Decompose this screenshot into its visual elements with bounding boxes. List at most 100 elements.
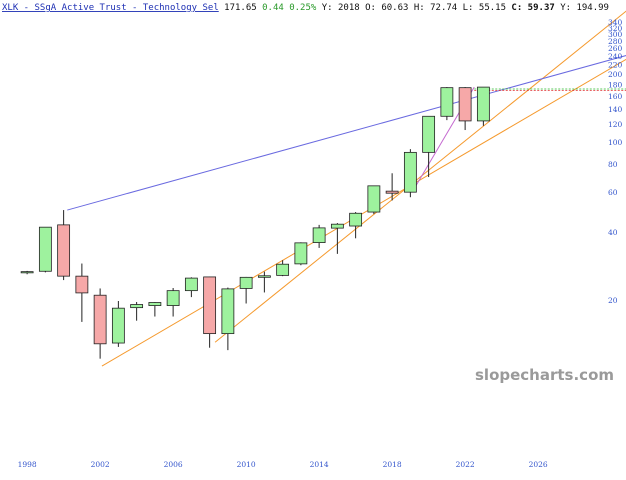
high-label: H: (408, 3, 424, 13)
candles (20, 86, 490, 359)
y-tick-label: 100 (608, 138, 623, 147)
candle-2003 (111, 300, 125, 347)
candle-body-up (349, 212, 363, 227)
header-line: XLK - SSgA Active Trust - Technology Sel… (2, 3, 609, 13)
quote-header: XLK - SSgA Active Trust - Technology Sel… (2, 3, 609, 13)
candle-body-up (184, 277, 198, 292)
y-tick-label: 300 (608, 30, 623, 39)
y-tick-label: 280 (608, 37, 623, 46)
candle-2021 (440, 87, 454, 121)
candle-body-up (276, 263, 290, 276)
y-tick-label: 200 (608, 70, 623, 79)
y-tick-label: 260 (608, 44, 623, 53)
x-tick-label: 2026 (529, 460, 548, 469)
candle-2006 (166, 288, 180, 317)
candle-2009 (221, 287, 235, 351)
close-label: C: (506, 3, 522, 13)
candle-body-up (148, 302, 162, 306)
y-tick-label: 120 (608, 120, 623, 129)
candle-2020 (422, 115, 436, 178)
y2-label: Y: (555, 3, 571, 13)
symbol-title[interactable]: XLK - SSgA Active Trust - Technology Sel (2, 3, 219, 13)
candle-body-up (38, 226, 52, 272)
y-tick-label: 340 (608, 18, 623, 27)
candle-2014 (312, 224, 326, 248)
x-tick-label: 1998 (18, 460, 37, 469)
candle-body-up (111, 307, 125, 344)
x-tick-label: 2002 (91, 460, 110, 469)
low-value: 55.15 (473, 3, 506, 13)
y-tick-label: 60 (608, 188, 618, 197)
candle-body-up (367, 185, 381, 213)
candle-body-up (312, 227, 326, 243)
y-tick-label: 240 (608, 52, 623, 61)
y-tick-label: 140 (608, 105, 623, 114)
candle-2023 (476, 86, 490, 126)
trendline-channel-lower (101, 58, 626, 367)
low-label: L: (457, 3, 473, 13)
y-tick-label: 320 (608, 24, 623, 33)
candle-2000 (57, 210, 71, 281)
candle-2007 (184, 277, 198, 298)
candle-body-down (458, 87, 472, 122)
change-percent: 0.25% (284, 3, 317, 13)
candle-2005 (148, 301, 162, 317)
candle-2001 (75, 263, 89, 322)
trendline-channel-upper (214, 10, 626, 343)
candle-body-up (294, 242, 308, 265)
candle-body-up (257, 275, 271, 278)
x-tick-label: 2022 (456, 460, 475, 469)
candle-2002 (93, 288, 107, 359)
close-value: 59.37 (522, 3, 555, 13)
x-tick-label: 2010 (237, 460, 256, 469)
change-value: 0.44 (257, 3, 284, 13)
candle-body-up (166, 290, 180, 306)
open-value: 60.63 (376, 3, 409, 13)
candle-body-up (239, 276, 253, 289)
candle-body-up (221, 288, 235, 335)
candle-body-down (75, 275, 89, 294)
candle-body-up (403, 151, 417, 193)
candle-2012 (276, 260, 290, 277)
y-tick-label: 160 (608, 92, 623, 101)
y-tick-label: 180 (608, 80, 623, 89)
y-tick-label: 80 (608, 160, 618, 169)
candle-2004 (130, 301, 144, 321)
candle-body-up (330, 223, 344, 229)
y2-value: 194.99 (571, 3, 609, 13)
candle-2015 (330, 223, 344, 254)
candle-2017 (367, 185, 381, 215)
candle-body-up (422, 115, 436, 153)
candle-body-up (476, 86, 490, 122)
candle-body-up (440, 87, 454, 117)
y-tick-label: 20 (608, 296, 618, 305)
y-tick-label: 220 (608, 61, 623, 70)
y-axis: 20 40 60 80 100 120 140 160 18020022024026028030… (608, 18, 623, 305)
candle-body-up (20, 271, 34, 274)
candle-2010 (239, 276, 253, 304)
year-label: Y: (316, 3, 332, 13)
candle-2022 (458, 87, 472, 131)
candle-2019 (403, 149, 417, 198)
candle-body-down (203, 276, 217, 335)
watermark: slopecharts.com (475, 366, 614, 384)
candle-2008 (203, 276, 217, 348)
candle-1999 (38, 226, 52, 273)
trendline-resistance (67, 55, 626, 211)
open-label: O: (360, 3, 376, 13)
trendlines (67, 10, 626, 367)
candle-body-down (57, 224, 71, 277)
last-price: 171.65 (219, 3, 257, 13)
candle-2011 (257, 271, 271, 293)
y-tick-label: 40 (608, 228, 618, 237)
high-value: 72.74 (425, 3, 458, 13)
candle-body-down (93, 294, 107, 345)
x-tick-label: 2006 (164, 460, 183, 469)
x-tick-label: 2018 (383, 460, 402, 469)
candle-2016 (349, 212, 363, 239)
year-value: 2018 (333, 3, 360, 13)
candle-2018 (385, 173, 399, 201)
candle-body-down (385, 190, 399, 194)
candle-1998 (20, 270, 34, 275)
